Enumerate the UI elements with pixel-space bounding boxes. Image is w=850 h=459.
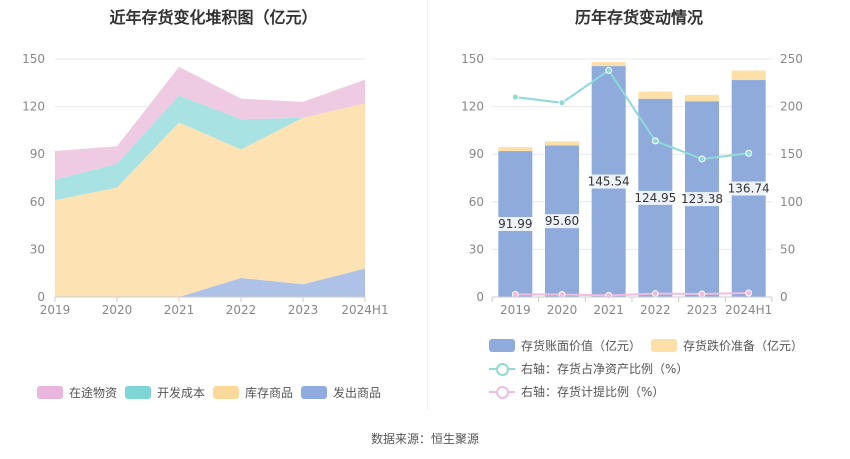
legend-swatch [489, 339, 515, 352]
data-label: 123.38 [681, 192, 723, 206]
data-label-bg [631, 190, 679, 205]
y2-tick-label: 50 [780, 242, 795, 256]
legend-item-stock-goods[interactable]: 库存商品 [213, 384, 293, 401]
data-label-bg [725, 181, 773, 196]
left-chart-title: 近年存货变化堆积图（亿元） [109, 8, 318, 27]
y-tick-label: 60 [30, 195, 45, 209]
line-point [651, 137, 659, 145]
legend-item-dev-cost[interactable]: 开发成本 [125, 384, 205, 401]
data-label: 145.54 [588, 175, 630, 189]
bar-impairment [498, 147, 533, 152]
legend-item-provision-ratio[interactable]: 右轴：存货计提比例（%） [489, 383, 664, 400]
line-point [698, 290, 706, 298]
y-tick-label: 150 [461, 52, 484, 66]
legend-item-impairment[interactable]: 存货跌价准备（亿元） [651, 337, 803, 354]
y-tick-label: 0 [476, 290, 484, 304]
y-tick-label: 120 [461, 100, 484, 114]
legend-item-net-asset-ratio[interactable]: 右轴：存货占净资产比例（%） [489, 360, 688, 377]
legend-label: 右轴：存货占净资产比例（%） [521, 362, 689, 376]
line-point [745, 289, 753, 297]
data-label: 124.95 [634, 191, 676, 205]
y-tick-label: 0 [37, 290, 45, 304]
legend-item-book-value[interactable]: 存货账面价值（亿元） [489, 337, 641, 354]
y-tick-label: 30 [30, 242, 45, 256]
y2-tick-label: 250 [780, 52, 803, 66]
data-label-bg [678, 192, 726, 207]
line-point [745, 149, 753, 157]
y-tick-label: 150 [22, 52, 45, 66]
legend-swatch [125, 386, 151, 399]
x-tick-label: 2022 [226, 303, 257, 317]
legend-swatch [651, 339, 677, 352]
data-label-bg [585, 174, 633, 189]
legend-swatch [301, 386, 327, 399]
legend-item-shipped-goods[interactable]: 发出商品 [301, 384, 381, 401]
data-label: 136.74 [728, 182, 770, 196]
legend-label: 存货跌价准备（亿元） [683, 339, 804, 353]
line-point [511, 93, 519, 101]
line-point [558, 99, 566, 107]
bar-impairment [685, 94, 719, 102]
area-series [55, 95, 365, 201]
legend-label: 右轴：存货计提比例（%） [521, 385, 665, 399]
left-stacked-area-chart: 0 30 60 90 120 150 2019 2020 2021 2022 2023 2024H1 [22, 52, 389, 317]
x-tick-label: 2024H1 [341, 303, 388, 317]
y2-tick-label: 150 [780, 147, 803, 161]
legend-item-transit[interactable]: 在途物资 [37, 384, 117, 401]
legend-swatch [37, 386, 63, 399]
line-point [698, 155, 706, 163]
legend-swatch [213, 386, 239, 399]
y2-tick-label: 200 [780, 100, 803, 114]
line-provision-ratio [515, 292, 749, 297]
legend-label: 在途物资 [69, 386, 118, 400]
right-bar-line-chart: 0 30 60 90 120 150 0 50 100 150 200 250 91.99 95.60 14… [461, 52, 803, 317]
y2-tick-label: 100 [780, 195, 803, 209]
y-tick-label: 90 [30, 147, 45, 161]
y-tick-label: 120 [22, 100, 45, 114]
x-tick-label: 2019 [500, 303, 531, 317]
legend-label: 存货账面价值（亿元） [521, 339, 642, 353]
x-tick-label: 2020 [102, 303, 133, 317]
panel-divider [427, 0, 428, 410]
area-series [55, 268, 365, 297]
x-tick-label: 2019 [40, 303, 71, 317]
x-tick-label: 2023 [687, 303, 718, 317]
data-label: 95.60 [545, 214, 579, 228]
line-point [558, 291, 566, 299]
legend-label: 开发成本 [157, 386, 206, 400]
line-point [605, 66, 613, 74]
bar-impairment [731, 70, 766, 81]
bar-impairment [545, 141, 579, 146]
x-tick-label: 2021 [593, 303, 624, 317]
legend-label: 库存商品 [245, 386, 294, 400]
y-tick-label: 30 [469, 242, 484, 256]
area-series [55, 66, 365, 180]
area-series [55, 103, 365, 297]
data-label-bg [542, 214, 582, 229]
legend-line-marker [489, 385, 515, 399]
bar-impairment [591, 62, 626, 67]
x-tick-label: 2022 [640, 303, 671, 317]
line-point [651, 290, 659, 298]
data-label-bg [495, 217, 536, 232]
line-net-asset-ratio [515, 69, 749, 160]
y-tick-label: 90 [469, 147, 484, 161]
x-tick-label: 2021 [164, 303, 195, 317]
legend-label: 发出商品 [333, 386, 382, 400]
data-source: 数据来源：恒生聚源 [370, 432, 479, 446]
data-label: 91.99 [498, 217, 532, 231]
x-tick-label: 2024H1 [725, 303, 772, 317]
y2-tick-label: 0 [780, 290, 788, 304]
legend-line-marker [489, 362, 515, 376]
y-tick-label: 60 [469, 195, 484, 209]
x-tick-label: 2020 [547, 303, 578, 317]
x-tick-label: 2023 [288, 303, 319, 317]
right-chart-title: 历年存货变动情况 [574, 8, 703, 27]
bar-impairment [638, 91, 673, 99]
